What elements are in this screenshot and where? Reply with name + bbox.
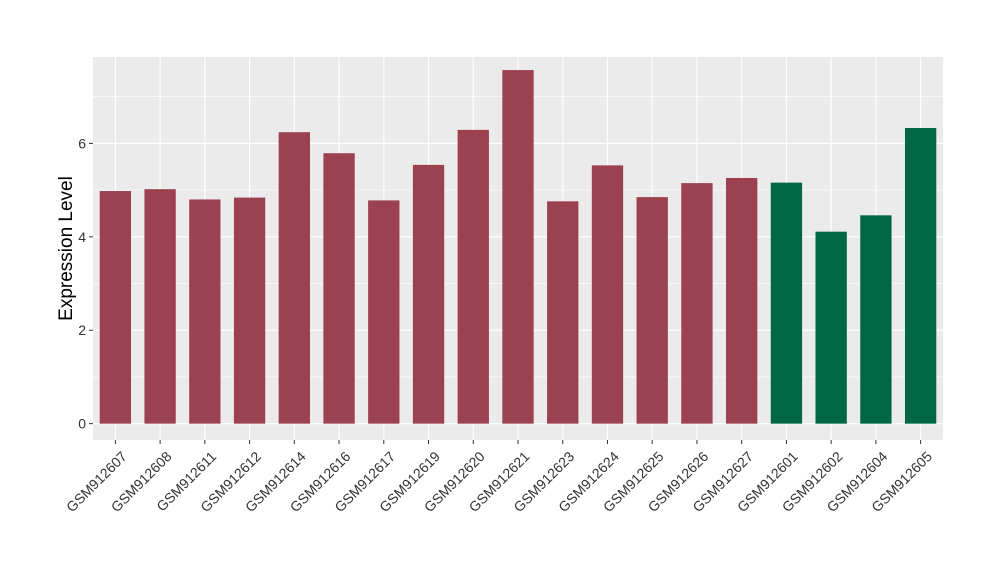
bar-GSM912626 (681, 183, 713, 424)
bar-GSM912607 (99, 191, 132, 424)
y-tick-label: 6 (78, 135, 86, 151)
bar-GSM912608 (144, 189, 176, 424)
y-tick-label: 0 (78, 416, 86, 432)
bars (99, 70, 937, 424)
bar-GSM912605 (904, 127, 937, 424)
bar-GSM912621 (502, 70, 534, 424)
bar-GSM912614 (278, 132, 310, 424)
y-axis: 0 2 4 6 (78, 135, 93, 432)
bar-GSM912612 (233, 197, 266, 424)
bar-GSM912627 (726, 177, 758, 424)
bar-GSM912602 (815, 231, 847, 424)
x-axis: GSM912607GSM912608GSM912611GSM912612GSM9… (63, 440, 935, 515)
bar-GSM912611 (189, 199, 221, 424)
bar-GSM912623 (547, 201, 579, 424)
bar-GSM912619 (412, 164, 445, 424)
bar-GSM912617 (368, 200, 400, 424)
bar-GSM912616 (323, 153, 355, 424)
y-axis-title: Expression Level (56, 176, 77, 321)
y-tick-label: 2 (78, 322, 86, 338)
bar-GSM912604 (860, 215, 892, 424)
bar-GSM912601 (770, 182, 803, 424)
bar-GSM912620 (457, 129, 489, 424)
y-tick-label: 4 (78, 229, 86, 245)
bar-GSM912624 (591, 165, 624, 424)
bar-GSM912625 (636, 197, 668, 424)
